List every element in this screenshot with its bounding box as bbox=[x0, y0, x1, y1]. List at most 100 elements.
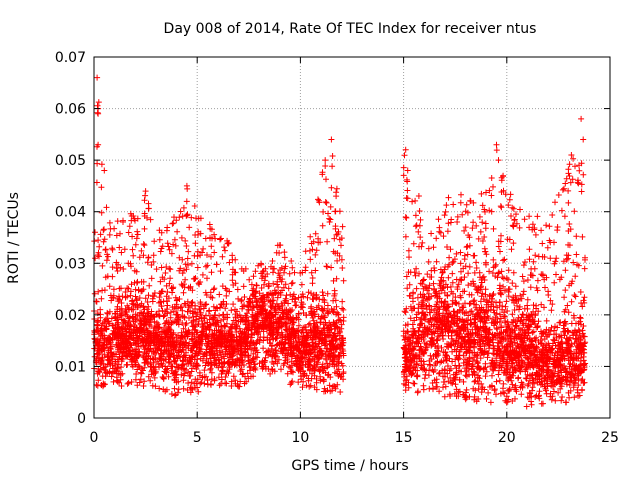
data-point bbox=[291, 269, 298, 276]
data-point bbox=[414, 373, 421, 380]
data-point bbox=[425, 258, 432, 265]
data-point bbox=[516, 224, 523, 231]
data-point bbox=[546, 223, 553, 230]
data-point bbox=[307, 256, 314, 263]
data-point bbox=[253, 340, 260, 347]
data-point bbox=[280, 284, 287, 291]
data-point bbox=[281, 254, 288, 261]
data-point bbox=[213, 261, 220, 268]
data-point bbox=[113, 232, 120, 239]
data-point bbox=[211, 249, 218, 256]
data-point bbox=[324, 302, 331, 309]
data-point bbox=[94, 102, 101, 109]
data-point bbox=[479, 219, 486, 226]
data-point bbox=[218, 380, 224, 387]
data-point bbox=[493, 147, 500, 154]
data-point bbox=[184, 255, 191, 262]
data-point bbox=[551, 279, 558, 286]
data-point bbox=[199, 351, 206, 358]
data-point bbox=[144, 259, 151, 266]
data-point bbox=[498, 204, 505, 211]
data-point bbox=[319, 222, 326, 229]
data-point bbox=[424, 296, 431, 303]
data-point bbox=[196, 369, 203, 376]
data-point bbox=[99, 287, 106, 294]
data-point bbox=[183, 198, 190, 205]
data-point bbox=[302, 248, 309, 255]
data-point bbox=[334, 231, 341, 237]
data-point bbox=[509, 280, 516, 287]
data-point bbox=[132, 241, 139, 248]
data-point bbox=[125, 229, 132, 236]
data-point bbox=[490, 225, 497, 232]
data-point bbox=[520, 278, 527, 285]
data-point bbox=[295, 327, 302, 334]
data-point bbox=[461, 252, 468, 259]
data-point bbox=[95, 237, 102, 244]
data-point bbox=[328, 184, 335, 191]
data-point bbox=[445, 332, 452, 339]
data-point bbox=[554, 227, 561, 234]
data-point bbox=[182, 237, 189, 244]
data-point bbox=[100, 227, 107, 234]
data-point bbox=[140, 278, 147, 285]
data-point bbox=[180, 289, 187, 296]
data-point bbox=[116, 244, 123, 251]
data-point bbox=[114, 268, 121, 274]
data-point bbox=[169, 220, 176, 227]
data-point bbox=[549, 212, 556, 218]
data-point bbox=[168, 391, 175, 397]
data-point bbox=[519, 273, 526, 280]
data-point bbox=[561, 213, 568, 220]
data-point bbox=[230, 301, 237, 308]
data-point bbox=[555, 192, 562, 198]
data-point bbox=[159, 274, 166, 281]
data-point bbox=[330, 319, 337, 326]
data-point bbox=[167, 266, 174, 273]
data-point bbox=[540, 400, 546, 407]
data-point bbox=[484, 354, 491, 361]
data-point bbox=[229, 277, 236, 284]
data-point bbox=[241, 294, 248, 300]
data-point bbox=[151, 293, 157, 299]
data-point bbox=[329, 153, 336, 159]
data-point bbox=[133, 297, 140, 304]
data-point bbox=[524, 296, 531, 303]
data-point bbox=[552, 199, 558, 206]
data-point bbox=[229, 256, 236, 263]
data-point bbox=[202, 235, 209, 242]
data-point bbox=[145, 254, 152, 261]
data-point bbox=[95, 249, 102, 256]
data-point bbox=[172, 391, 179, 398]
data-point bbox=[489, 372, 495, 379]
data-point bbox=[446, 254, 453, 261]
data-point bbox=[441, 379, 448, 385]
data-point bbox=[495, 269, 502, 276]
data-point bbox=[183, 349, 189, 356]
data-point bbox=[216, 312, 223, 319]
data-point bbox=[481, 234, 488, 240]
data-point bbox=[149, 298, 156, 305]
data-point bbox=[410, 240, 417, 247]
data-point bbox=[526, 213, 533, 220]
data-point bbox=[410, 298, 416, 305]
data-point bbox=[103, 204, 110, 211]
data-point bbox=[157, 248, 164, 255]
data-point bbox=[340, 306, 347, 313]
data-point bbox=[250, 273, 257, 280]
data-point bbox=[130, 252, 137, 259]
data-point bbox=[180, 377, 187, 384]
data-point bbox=[288, 339, 295, 346]
data-point bbox=[304, 294, 311, 301]
data-point bbox=[333, 185, 340, 192]
data-point bbox=[568, 298, 575, 305]
data-point bbox=[548, 307, 555, 314]
data-point bbox=[440, 233, 447, 240]
data-point bbox=[571, 208, 578, 215]
data-points bbox=[91, 74, 589, 410]
data-point bbox=[182, 328, 189, 335]
data-point bbox=[309, 246, 316, 253]
chart-title: Day 008 of 2014, Rate Of TEC Index for r… bbox=[164, 21, 537, 37]
data-point bbox=[572, 273, 579, 280]
data-point bbox=[281, 249, 288, 256]
